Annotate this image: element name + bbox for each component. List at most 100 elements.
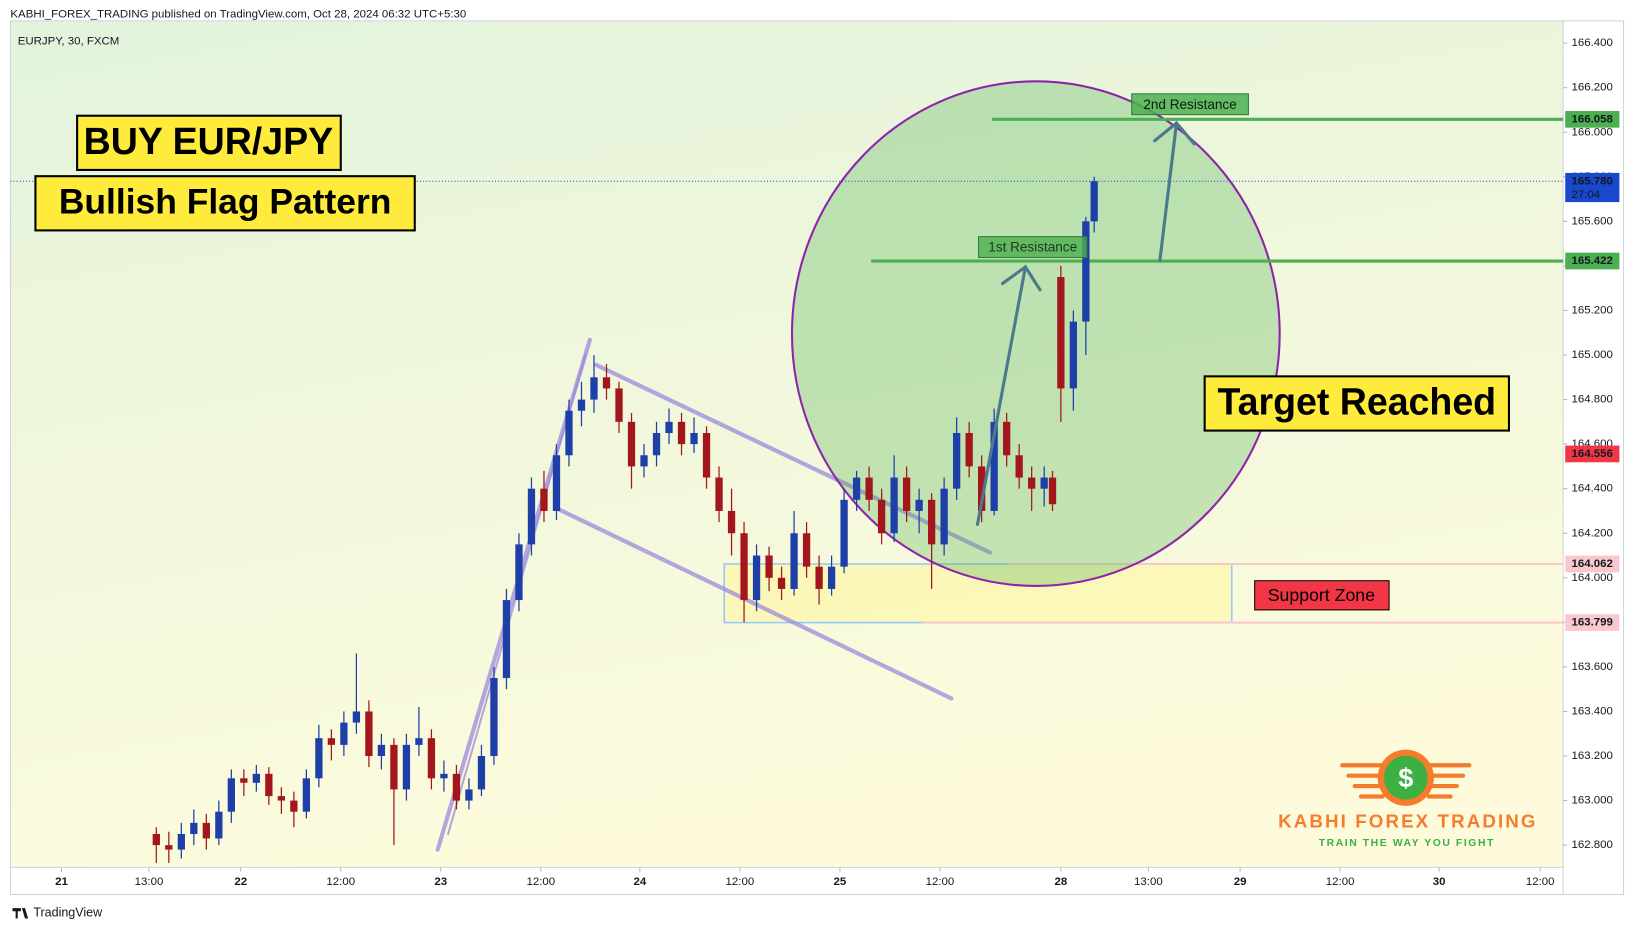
y-tick-label: 164.400	[1571, 483, 1612, 495]
candle-body	[227, 778, 235, 812]
x-tick-label: 25	[834, 876, 847, 888]
candle-body	[1028, 477, 1036, 489]
candle-body	[177, 833, 185, 850]
brand-logo: $ KABHI FOREX TRADING TRAIN THE WAY YOU …	[1278, 749, 1535, 849]
candle-body	[915, 499, 923, 511]
candle-body	[852, 477, 861, 500]
chart-frame	[9, 20, 1625, 896]
price-label-box	[1565, 252, 1620, 270]
logo-coin	[1383, 755, 1428, 800]
support-zone-group	[723, 562, 1564, 624]
axes: 162.800163.000163.200163.400163.600163.8…	[55, 37, 1620, 888]
r2-label: 2nd Resistance	[1143, 97, 1236, 112]
arrow-2	[1158, 121, 1179, 263]
x-tick-label: 12:00	[326, 876, 355, 888]
candle-body	[765, 555, 773, 578]
candle-body	[352, 711, 361, 723]
arrows	[975, 120, 1196, 526]
y-tick-label: 166.200	[1571, 82, 1612, 94]
candle-body	[465, 789, 473, 801]
candle-body	[277, 796, 286, 801]
candle-body	[690, 432, 698, 445]
x-tick-label: 13:00	[1134, 876, 1163, 888]
candle-body	[715, 477, 723, 511]
candle-body	[965, 432, 973, 467]
y-tick-label: 163.400	[1571, 705, 1612, 717]
candle-body	[315, 738, 323, 779]
candle-body	[840, 499, 848, 567]
candle-body	[640, 455, 648, 467]
candle-body	[815, 566, 823, 589]
candle-body	[1048, 477, 1057, 505]
candle-body	[402, 744, 411, 790]
tv-logo	[12, 908, 29, 919]
x-tick-label: 29	[1234, 876, 1247, 888]
x-tick-label: 22	[234, 876, 247, 888]
target-circle	[790, 80, 1281, 587]
candle-body	[890, 477, 898, 534]
price-label: 165.422	[1571, 255, 1612, 267]
candle-body	[165, 845, 173, 850]
candle-body	[652, 432, 661, 456]
candle-body	[802, 533, 811, 567]
buy-label: BUY EUR/JPY	[84, 120, 333, 162]
y-tick-label: 165.600	[1571, 215, 1612, 227]
y-tick-label: 164.800	[1571, 394, 1612, 406]
y-tick-label: 162.800	[1571, 839, 1612, 851]
levels	[10, 117, 1564, 263]
candle-body	[565, 410, 573, 456]
candle-body	[752, 555, 761, 601]
support-label: Support Zone	[1268, 585, 1375, 605]
candles	[152, 176, 1098, 863]
candle-body	[327, 738, 336, 745]
candle-body	[590, 377, 598, 400]
symbol-info: EURJPY, 30, FXCM	[18, 36, 120, 48]
countdown-label: 27:04	[1571, 189, 1600, 201]
footer-brand: TradingView	[33, 906, 103, 920]
candle-body	[552, 455, 561, 511]
r1-box	[978, 236, 1088, 259]
support-box	[1254, 580, 1390, 611]
y-tick-label: 163.000	[1571, 795, 1612, 807]
r1-label: 1st Resistance	[988, 240, 1077, 255]
x-tick-label: 13:00	[135, 876, 164, 888]
y-tick-label: 164.000	[1571, 572, 1612, 584]
price-label-box	[1565, 555, 1620, 573]
y-tick-label: 164.200	[1571, 527, 1612, 539]
candle-body	[515, 544, 523, 601]
flag-drawings	[435, 337, 993, 852]
r2-box	[1131, 93, 1249, 116]
price-label: 163.799	[1571, 617, 1612, 629]
candle-body	[377, 744, 386, 757]
candle-body	[865, 477, 873, 500]
candle-body	[927, 499, 936, 545]
candle-body	[427, 738, 436, 779]
arrow-1	[975, 265, 1027, 526]
buy-box	[76, 114, 342, 171]
price-label-box	[1565, 445, 1620, 463]
candle-body	[978, 466, 986, 511]
candle-body	[252, 773, 261, 783]
y-tick-label: 163.600	[1571, 661, 1612, 673]
candle-body	[940, 488, 948, 545]
x-tick-label: 30	[1433, 876, 1446, 888]
candle-body	[1003, 421, 1011, 456]
publish-header: KABHI_FOREX_TRADING published on Trading…	[10, 9, 466, 21]
candle-body	[577, 399, 586, 411]
candle-body	[1090, 181, 1098, 222]
flag-lower-line	[555, 506, 954, 701]
candle-body	[415, 738, 423, 745]
y-tick-label: 165.200	[1571, 304, 1612, 316]
price-label: 165.780	[1571, 175, 1612, 187]
candle-body	[190, 822, 198, 834]
candle-body	[490, 678, 498, 757]
candle-body	[902, 477, 911, 511]
candle-body	[602, 377, 611, 389]
candle-body	[665, 421, 673, 433]
brand-tagline: TRAIN THE WAY YOU FIGHT	[1319, 838, 1495, 849]
price-label-box	[1565, 110, 1620, 128]
x-tick-label: 12:00	[1526, 876, 1555, 888]
logo-symbol: $	[1398, 762, 1413, 793]
